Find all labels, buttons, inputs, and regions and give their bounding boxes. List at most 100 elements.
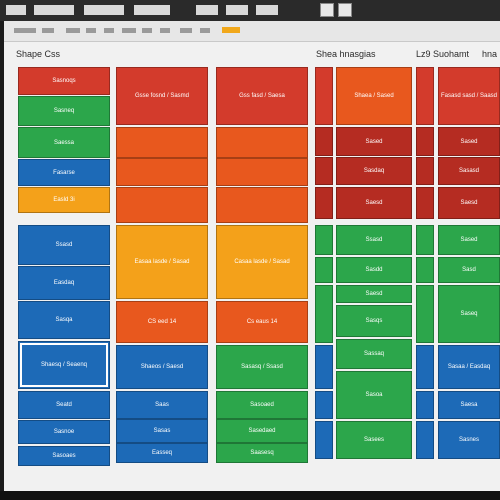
title-bar — [0, 0, 500, 21]
menu-item[interactable] — [134, 5, 170, 15]
col5-cell[interactable]: Ssasd — [336, 225, 412, 255]
col7-cell[interactable]: Saesa — [438, 391, 500, 419]
col2-cell[interactable]: Sasas — [116, 419, 208, 443]
col5-cell[interactable]: Sasqs — [336, 305, 412, 337]
toolbar-icon-5[interactable] — [104, 28, 114, 33]
col3-cell[interactable]: Sasasq / Ssasd — [216, 345, 308, 389]
menu-item[interactable] — [84, 5, 124, 15]
menu-icon[interactable] — [6, 5, 26, 15]
toolbar-icon-11[interactable] — [222, 27, 240, 33]
col6-cell[interactable] — [416, 285, 434, 343]
col6-cell[interactable] — [416, 391, 434, 419]
col1-cell[interactable]: Sasnoqs — [18, 67, 110, 95]
col4-cell[interactable] — [315, 127, 333, 156]
toolbar-icon-10[interactable] — [200, 28, 210, 33]
col2-cell[interactable]: Easaa lasde / Sasad — [116, 225, 208, 299]
col3-cell[interactable]: Sasoaed — [216, 391, 308, 419]
col2-cell[interactable]: Gsse fosnd / Sasmd — [116, 67, 208, 125]
col6-cell[interactable] — [416, 127, 434, 156]
col5-cell[interactable]: Sasdaq — [336, 157, 412, 185]
col7-cell[interactable]: Saseq — [438, 285, 500, 343]
col1-cell[interactable]: Easld 3i — [18, 187, 110, 213]
col4-cell[interactable] — [315, 157, 333, 185]
col1-cell[interactable]: Sasqa — [18, 301, 110, 339]
menu-item[interactable] — [256, 5, 278, 15]
col5-cell[interactable]: Shaea / Sased — [336, 67, 412, 125]
col4-cell[interactable] — [315, 187, 333, 219]
col3-cell[interactable] — [216, 187, 308, 223]
col7-cell[interactable]: Sasaa / Easdaq — [438, 345, 500, 389]
col1-cell[interactable]: Ssasd — [18, 225, 110, 265]
col3-cell[interactable]: Sasedaed — [216, 419, 308, 443]
col5-cell[interactable]: Sased — [336, 127, 412, 156]
col3-cell[interactable] — [216, 158, 308, 186]
col7-cell[interactable]: Sasd — [438, 257, 500, 283]
col6-cell[interactable] — [416, 257, 434, 283]
col1-cell[interactable]: Fasarse — [18, 159, 110, 186]
col3-cell[interactable]: Gss fasd / Saesa — [216, 67, 308, 125]
col6-cell[interactable] — [416, 225, 434, 255]
col6-cell[interactable] — [416, 187, 434, 219]
col4-cell[interactable] — [315, 421, 333, 459]
grid-title-right-a: Shea hnasgias — [316, 49, 376, 59]
menu-item[interactable] — [34, 5, 74, 15]
col6-cell[interactable] — [416, 421, 434, 459]
toolbar-icon-3[interactable] — [66, 28, 80, 33]
col5-cell[interactable]: Saesd — [336, 285, 412, 303]
col3-cell[interactable]: Cs eaus 14 — [216, 301, 308, 343]
col2-cell[interactable] — [116, 127, 208, 158]
grid-title-right-c: hna — [482, 49, 498, 59]
menu-item[interactable] — [196, 5, 218, 15]
col2-cell[interactable]: Easseq — [116, 443, 208, 463]
col5-cell[interactable]: Sasdd — [336, 257, 412, 283]
col4-cell[interactable] — [315, 345, 333, 389]
col1-cell[interactable]: Sasoaes — [18, 446, 110, 466]
grid-title-right-b: Lz9 Suohamt — [416, 49, 470, 59]
col3-cell[interactable]: Saasesq — [216, 443, 308, 463]
col2-cell[interactable]: Saas — [116, 391, 208, 419]
col5-cell[interactable]: Sassaq — [336, 339, 412, 369]
col1-cell[interactable]: Seatd — [18, 391, 110, 419]
col4-cell[interactable] — [315, 257, 333, 283]
col1-cell[interactable]: Easdaq — [18, 266, 110, 300]
col7-cell[interactable]: Saesd — [438, 187, 500, 219]
col1-cell[interactable]: Saessa — [18, 127, 110, 158]
maximize-icon[interactable] — [338, 3, 352, 17]
col2-cell[interactable]: CS eed 14 — [116, 301, 208, 343]
toolbar-icon-9[interactable] — [180, 28, 192, 33]
toolbar-icon-6[interactable] — [122, 28, 136, 33]
status-bar — [0, 491, 500, 500]
col4-cell[interactable] — [315, 67, 333, 125]
col1-cell[interactable]: Sasnoe — [18, 420, 110, 444]
col3-cell[interactable] — [216, 127, 308, 158]
col2-cell[interactable] — [116, 187, 208, 223]
col7-cell[interactable]: Sasasd — [438, 157, 500, 185]
col1-cell[interactable]: Shaesq / Seaenq — [18, 341, 110, 389]
col3-cell[interactable]: Casaa lasde / Sasad — [216, 225, 308, 299]
col6-cell[interactable] — [416, 345, 434, 389]
col2-cell[interactable] — [116, 158, 208, 186]
col7-cell[interactable]: Sasnes — [438, 421, 500, 459]
col5-cell[interactable]: Sasees — [336, 421, 412, 459]
toolbar — [4, 21, 500, 42]
toolbar-icon-8[interactable] — [160, 28, 170, 33]
col4-cell[interactable] — [315, 285, 333, 343]
toolbar-icon-4[interactable] — [86, 28, 96, 33]
col4-cell[interactable] — [315, 225, 333, 255]
toolbar-icon-1[interactable] — [14, 28, 36, 33]
col7-cell[interactable]: Sased — [438, 225, 500, 255]
app-content: Shape Css Shea hnasgias Lz9 Suohamt hna … — [4, 21, 500, 491]
minimize-icon[interactable] — [320, 3, 334, 17]
col6-cell[interactable] — [416, 67, 434, 125]
col4-cell[interactable] — [315, 391, 333, 419]
toolbar-icon-2[interactable] — [42, 28, 54, 33]
col7-cell[interactable]: Fasasd sasd / Saasd — [438, 67, 500, 125]
col2-cell[interactable]: Shaeos / Saesd — [116, 345, 208, 389]
col6-cell[interactable] — [416, 157, 434, 185]
col5-cell[interactable]: Saesd — [336, 187, 412, 219]
menu-item[interactable] — [226, 5, 248, 15]
col5-cell[interactable]: Sasoa — [336, 371, 412, 419]
toolbar-icon-7[interactable] — [142, 28, 152, 33]
col1-cell[interactable]: Sasneq — [18, 96, 110, 126]
col7-cell[interactable]: Sased — [438, 127, 500, 156]
